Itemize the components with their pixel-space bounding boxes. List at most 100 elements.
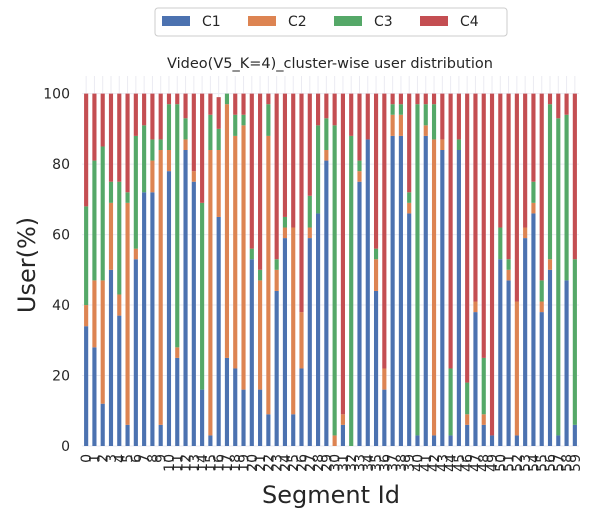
bar-segment-c1 <box>166 171 172 446</box>
bar-segment-c3 <box>556 118 561 436</box>
bar-segment-c4 <box>175 93 180 105</box>
bar-segment-c3 <box>398 104 403 115</box>
bar-segment-c1 <box>431 435 437 446</box>
bar-segment-c1 <box>465 424 470 446</box>
x-tick-label: 28 <box>311 454 327 472</box>
bar-segment-c1 <box>324 160 329 447</box>
bar-segment-c3 <box>390 104 395 115</box>
bar-segment-c2 <box>473 301 478 313</box>
x-tick-label: 42 <box>427 454 443 472</box>
bar-segment-c1 <box>481 424 486 446</box>
x-tick-labels: 0123456789101112131415161718192021222324… <box>79 454 584 472</box>
bar-segment-c1 <box>564 280 569 446</box>
bar-segment-c2 <box>100 280 105 404</box>
x-tick-label: 45 <box>452 454 468 472</box>
bar-segment-c2 <box>332 435 337 446</box>
x-tick-label: 19 <box>237 454 253 472</box>
bar-segment-c2 <box>266 135 271 415</box>
y-tick-label: 80 <box>52 157 70 173</box>
bar-segment-c2 <box>465 414 470 425</box>
bar-segment-c1 <box>498 259 503 446</box>
bar-segment-c4 <box>191 93 196 172</box>
bar-segment-c2 <box>324 150 329 161</box>
bar-segment-c4 <box>266 93 271 105</box>
bar-segment-c4 <box>407 93 412 193</box>
x-tick-label: 43 <box>435 454 451 472</box>
bar-segment-c4 <box>307 93 312 196</box>
bar-segment-c4 <box>200 93 205 203</box>
bar-segment-c1 <box>266 414 271 446</box>
bar-segment-c3 <box>166 104 172 150</box>
bar-segment-c3 <box>407 192 412 203</box>
bar-segment-c2 <box>158 150 163 425</box>
x-tick-label: 25 <box>286 454 302 472</box>
bar-segment-c2 <box>357 171 362 182</box>
bar-segment-c3 <box>547 104 553 260</box>
x-tick-label: 23 <box>270 454 286 472</box>
bar-segment-c3 <box>498 227 503 260</box>
x-tick-label: 46 <box>460 454 476 472</box>
bar-segment-c3 <box>282 216 288 228</box>
bar-segment-c4 <box>390 93 395 105</box>
bar-segment-c2 <box>440 139 445 150</box>
bar-segment-c4 <box>117 93 122 182</box>
bar-segment-c4 <box>258 93 263 270</box>
bar-segment-c4 <box>498 93 503 228</box>
bar-segment-c1 <box>539 312 544 446</box>
x-tick-label: 51 <box>502 454 518 472</box>
x-tick-label: 32 <box>344 454 360 472</box>
bar-segment-c1 <box>208 435 213 446</box>
bar-segment-c4 <box>473 93 478 302</box>
x-tick-label: 5 <box>121 454 137 463</box>
bar-segment-c4 <box>108 93 114 182</box>
bar-segment-c4 <box>572 93 577 260</box>
bar-segment-c1 <box>108 269 114 446</box>
x-tick-label: 35 <box>369 454 385 472</box>
bar-segment-c1 <box>158 424 163 446</box>
bar-segment-c4 <box>92 93 97 161</box>
bar-segment-c1 <box>473 312 478 446</box>
bar-segment-c4 <box>133 93 138 136</box>
bar-segment-c3 <box>150 139 155 161</box>
bar-segment-c3 <box>208 114 213 150</box>
bar-segment-c2 <box>506 269 511 281</box>
bar-segment-c1 <box>547 269 553 446</box>
bar-segment-c2 <box>373 259 379 291</box>
x-tick-label: 9 <box>154 454 170 463</box>
x-tick-label: 40 <box>410 454 426 472</box>
bar-segment-c1 <box>440 150 445 446</box>
bar-segment-c3 <box>349 135 354 446</box>
bar-segment-c3 <box>125 192 130 203</box>
bar-segment-c2 <box>274 269 279 291</box>
bar-segment-c2 <box>407 202 412 214</box>
x-tick-label: 0 <box>79 454 95 463</box>
y-tick-label: 0 <box>61 439 70 455</box>
bar-segment-c4 <box>539 93 544 281</box>
x-tick-label: 33 <box>352 454 368 472</box>
x-axis-label: Segment Id <box>262 481 400 509</box>
bar-segment-c3 <box>431 104 437 140</box>
bar-segment-c1 <box>142 192 147 446</box>
legend-items: C1 C2 C3 C4 <box>162 14 479 30</box>
legend-swatch-c1 <box>162 16 190 26</box>
bar-segment-c4 <box>556 93 561 119</box>
bar-segment-c4 <box>523 93 528 228</box>
bar-segment-c4 <box>564 93 569 115</box>
bar-segment-c4 <box>324 93 329 119</box>
bar-segment-c4 <box>183 93 188 119</box>
bar-segment-c1 <box>423 135 428 446</box>
legend-swatch-c3 <box>334 16 362 26</box>
bar-segment-c2 <box>547 259 553 270</box>
bar-segment-c3 <box>316 125 321 214</box>
bar-segment-c1 <box>150 192 155 446</box>
x-tick-label: 26 <box>295 454 311 472</box>
x-tick-label: 27 <box>303 454 319 472</box>
bar-segment-c1 <box>175 357 180 446</box>
bar-segment-c1 <box>133 259 138 446</box>
x-tick-label: 55 <box>535 454 551 472</box>
bar-segment-c2 <box>291 227 296 415</box>
bar-segment-c1 <box>92 347 97 446</box>
chart-title: Video(V5_K=4)_cluster-wise user distribu… <box>167 56 493 72</box>
bar-segment-c3 <box>108 181 114 203</box>
bar-segment-c4 <box>249 93 254 249</box>
